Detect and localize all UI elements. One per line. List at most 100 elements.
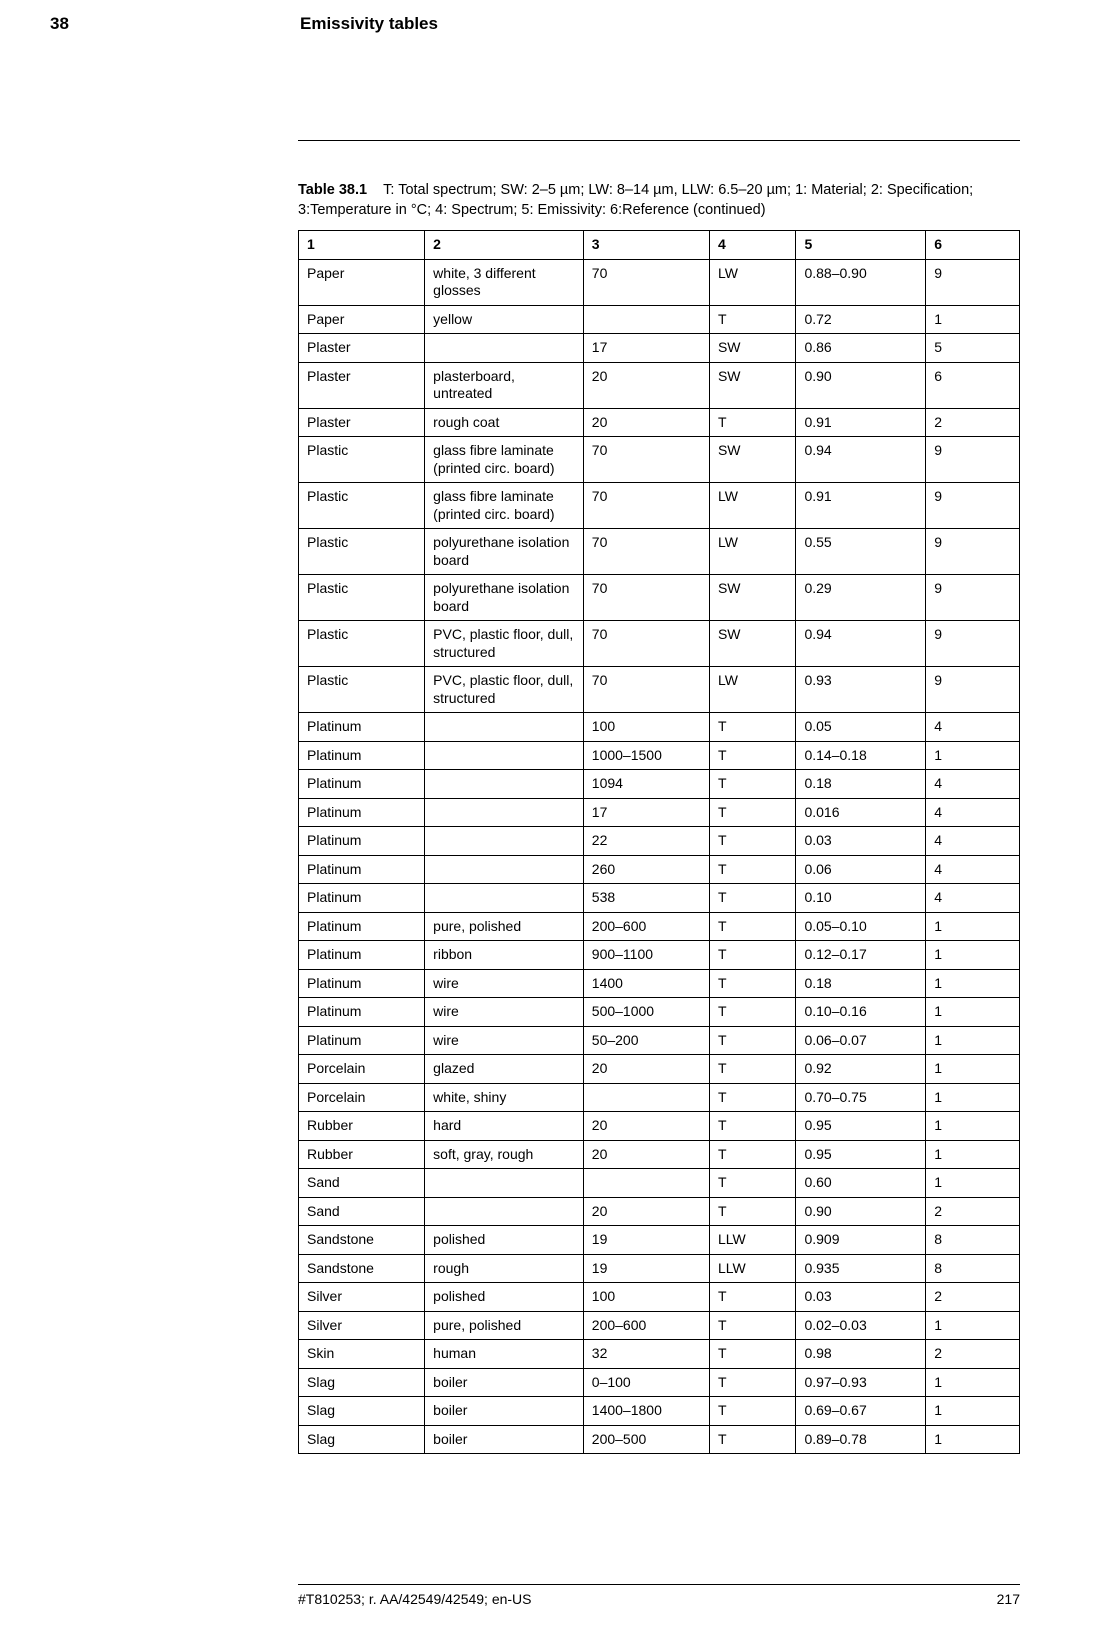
top-rule xyxy=(298,140,1020,141)
table-cell: T xyxy=(709,713,796,742)
table-cell: T xyxy=(709,1368,796,1397)
table-cell: rough coat xyxy=(425,408,584,437)
table-cell: 0.60 xyxy=(796,1169,926,1198)
table-cell: T xyxy=(709,912,796,941)
table-row: Plasticpolyurethane iso­lation board70SW… xyxy=(299,575,1020,621)
table-row: Platinum17T0.0164 xyxy=(299,798,1020,827)
table-cell: boiler xyxy=(425,1425,584,1454)
table-cell: Platinum xyxy=(299,855,425,884)
table-cell: Rubber xyxy=(299,1112,425,1141)
table-cell: 0.72 xyxy=(796,305,926,334)
table-cell: Platinum xyxy=(299,741,425,770)
table-cell: 32 xyxy=(583,1340,709,1369)
table-row: Plaster17SW0.865 xyxy=(299,334,1020,363)
table-cell xyxy=(425,798,584,827)
table-cell: wire xyxy=(425,1026,584,1055)
table-cell: 0.69–0.67 xyxy=(796,1397,926,1426)
table-cell: 1 xyxy=(926,1169,1020,1198)
table-cell: Plastic xyxy=(299,529,425,575)
table-row: Plasticglass fibre lami­nate (printed ci… xyxy=(299,483,1020,529)
table-row: Platinum538T0.104 xyxy=(299,884,1020,913)
table-row: Slagboiler200–500T0.89–0.781 xyxy=(299,1425,1020,1454)
table-caption-spacer xyxy=(371,182,383,198)
page: 38 Emissivity tables Table 38.1 T: Total… xyxy=(0,0,1096,1635)
table-cell: T xyxy=(709,827,796,856)
table-cell: T xyxy=(709,798,796,827)
emissivity-table: 123456Paperwhite, 3 different glosses70L… xyxy=(298,230,1020,1454)
table-cell: Porcelain xyxy=(299,1055,425,1084)
table-cell: T xyxy=(709,941,796,970)
table-cell: T xyxy=(709,305,796,334)
table-row: Sand20T0.902 xyxy=(299,1197,1020,1226)
table-cell: 0.70–0.75 xyxy=(796,1083,926,1112)
table-cell xyxy=(425,884,584,913)
table-cell: 9 xyxy=(926,483,1020,529)
table-cell: 0.06 xyxy=(796,855,926,884)
table-cell xyxy=(425,1197,584,1226)
table-cell: 1 xyxy=(926,1026,1020,1055)
table-cell: yellow xyxy=(425,305,584,334)
table-cell: soft, gray, rough xyxy=(425,1140,584,1169)
table-row: Platinum1094T0.184 xyxy=(299,770,1020,799)
table-cell: polyurethane iso­lation board xyxy=(425,529,584,575)
table-cell: 70 xyxy=(583,529,709,575)
table-row: Porcelainglazed20T0.921 xyxy=(299,1055,1020,1084)
table-cell: 2 xyxy=(926,1340,1020,1369)
table-cell: 4 xyxy=(926,827,1020,856)
table-cell: T xyxy=(709,1283,796,1312)
table-cell: 9 xyxy=(926,529,1020,575)
table-header-cell: 4 xyxy=(709,231,796,260)
table-cell: SW xyxy=(709,334,796,363)
table-cell: ribbon xyxy=(425,941,584,970)
table-cell: 1 xyxy=(926,1368,1020,1397)
table-cell: 50–200 xyxy=(583,1026,709,1055)
table-cell: plasterboard, untreated xyxy=(425,362,584,408)
table-cell: T xyxy=(709,884,796,913)
table-cell: 0.90 xyxy=(796,1197,926,1226)
table-cell: 2 xyxy=(926,1283,1020,1312)
table-cell: LW xyxy=(709,667,796,713)
table-cell: glass fibre lami­nate (printed circ. boa… xyxy=(425,437,584,483)
page-content: Table 38.1 T: Total spectrum; SW: 2–5 µm… xyxy=(298,140,1020,1454)
table-cell: glazed xyxy=(425,1055,584,1084)
table-cell: 9 xyxy=(926,259,1020,305)
table-cell: LW xyxy=(709,483,796,529)
table-cell: 20 xyxy=(583,1140,709,1169)
table-cell: 1000–1500 xyxy=(583,741,709,770)
table-row: Porcelainwhite, shinyT0.70–0.751 xyxy=(299,1083,1020,1112)
table-cell: Slag xyxy=(299,1425,425,1454)
table-row: Sandstonepolished19LLW0.9098 xyxy=(299,1226,1020,1255)
table-cell: 8 xyxy=(926,1226,1020,1255)
table-cell: T xyxy=(709,1112,796,1141)
table-cell: Porcelain xyxy=(299,1083,425,1112)
table-cell: 1400 xyxy=(583,969,709,998)
table-cell: Plastic xyxy=(299,483,425,529)
table-cell xyxy=(425,713,584,742)
table-row: SandT0.601 xyxy=(299,1169,1020,1198)
table-cell: T xyxy=(709,1425,796,1454)
table-cell: 0–100 xyxy=(583,1368,709,1397)
table-cell: 0.90 xyxy=(796,362,926,408)
table-cell: LW xyxy=(709,259,796,305)
table-cell: 4 xyxy=(926,855,1020,884)
table-cell: rough xyxy=(425,1254,584,1283)
table-cell: polished xyxy=(425,1226,584,1255)
table-cell: 0.92 xyxy=(796,1055,926,1084)
table-row: Paperwhite, 3 different glosses70LW0.88–… xyxy=(299,259,1020,305)
table-cell: 1 xyxy=(926,912,1020,941)
table-cell: SW xyxy=(709,362,796,408)
table-row: Silverpolished100T0.032 xyxy=(299,1283,1020,1312)
table-cell: Silver xyxy=(299,1283,425,1312)
table-cell: T xyxy=(709,741,796,770)
table-cell: 0.02–0.03 xyxy=(796,1311,926,1340)
table-cell: 20 xyxy=(583,408,709,437)
table-row: Platinumwire50–200T0.06–0.071 xyxy=(299,1026,1020,1055)
table-cell: Sandstone xyxy=(299,1226,425,1255)
table-cell: 0.94 xyxy=(796,621,926,667)
table-cell: Slag xyxy=(299,1397,425,1426)
table-row: Platinum260T0.064 xyxy=(299,855,1020,884)
table-cell: 500–1000 xyxy=(583,998,709,1027)
table-cell: 0.05 xyxy=(796,713,926,742)
table-cell: 100 xyxy=(583,1283,709,1312)
table-cell: 1 xyxy=(926,1055,1020,1084)
